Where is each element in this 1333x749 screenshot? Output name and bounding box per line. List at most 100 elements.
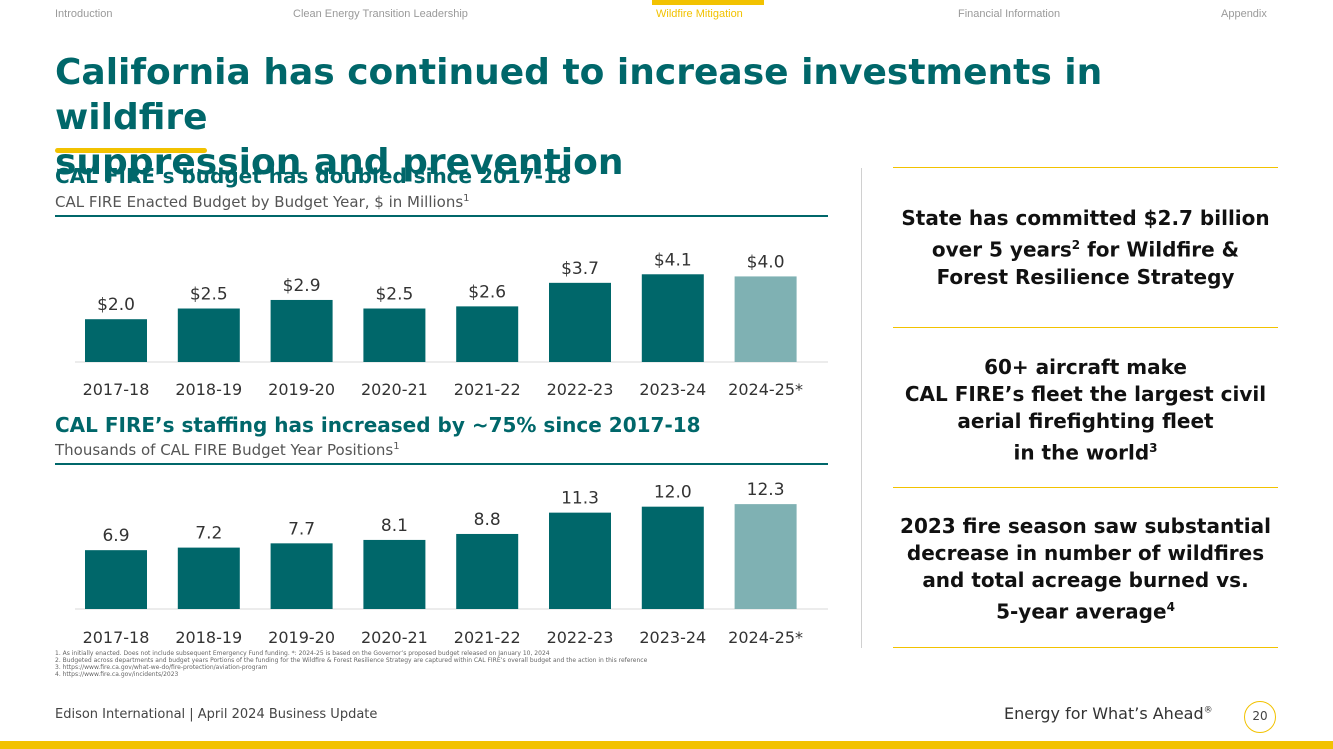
bar-2023-24 xyxy=(641,506,704,609)
callout-2-line-1: 60+ aircraft make xyxy=(984,355,1187,379)
callout-rule-3 xyxy=(893,487,1278,488)
footnote-2: 2. Budgeted across departments and budge… xyxy=(55,657,648,664)
budget-chart-subtitle-text: CAL FIRE Enacted Budget by Budget Year, … xyxy=(55,193,464,211)
data-label-2019-20: $2.9 xyxy=(283,276,321,296)
callout-1-line-2-text: over 5 years xyxy=(931,237,1072,262)
callout-3-line-4-text: 5-year average xyxy=(996,599,1167,624)
bar-2020-21 xyxy=(363,308,426,362)
staffing-chart-subtitle: Thousands of CAL FIRE Budget Year Positi… xyxy=(55,441,400,459)
data-label-2023-24: $4.1 xyxy=(654,250,692,270)
nav-item-clean-energy[interactable]: Clean Energy Transition Leadership xyxy=(293,8,468,20)
footer-company-date: Edison International | April 2024 Busine… xyxy=(55,707,378,722)
registered-mark: ® xyxy=(1203,705,1213,716)
callout-1-note: 2 xyxy=(1071,238,1081,252)
bar-2022-23 xyxy=(549,512,611,609)
page-number: 20 xyxy=(1244,701,1276,733)
budget-chart-subtitle: CAL FIRE Enacted Budget by Budget Year, … xyxy=(55,193,470,211)
data-label-2024-25*: 12.3 xyxy=(747,480,785,500)
bar-2024-25* xyxy=(734,504,797,609)
data-label-2018-19: 7.2 xyxy=(195,524,222,544)
nav-item-financial-information[interactable]: Financial Information xyxy=(958,8,1061,20)
x-tick-label-2019-20: 2019-20 xyxy=(268,380,335,399)
staffing-chart-rule xyxy=(55,463,828,465)
bar-2018-19 xyxy=(177,308,240,362)
data-label-2020-21: 8.1 xyxy=(381,516,408,536)
x-tick-label-2021-22: 2021-22 xyxy=(454,380,521,399)
bar-2021-22 xyxy=(456,533,519,609)
staffing-bar-chart: 6.9 2017-18 7.2 2018-19 7.7 2019-20 8.1 2020-21… xyxy=(75,480,828,647)
x-tick-label-2022-23: 2022-23 xyxy=(547,628,614,647)
nav-item-wildfire-mitigation[interactable]: Wildfire Mitigation xyxy=(656,8,743,20)
x-tick-label-2023-24: 2023-24 xyxy=(639,628,706,647)
x-tick-label-2024-25*: 2024-25* xyxy=(728,380,803,399)
nav-item-appendix[interactable]: Appendix xyxy=(1221,8,1267,20)
callout-1-line-1: State has committed $2.7 billion xyxy=(901,206,1270,230)
bar-2018-19 xyxy=(177,547,240,609)
callout-2-line-3: aerial firefighting fleet xyxy=(957,409,1214,433)
bottom-accent-bar xyxy=(0,741,1333,749)
callout-2-line-4: in the world3 xyxy=(893,435,1278,467)
data-label-2021-22: $2.6 xyxy=(468,282,506,302)
footnotes: 1. As initially enacted. Does not includ… xyxy=(55,650,647,678)
section-nav: Introduction Clean Energy Transition Lea… xyxy=(0,0,1333,28)
footnote-1: 1. As initially enacted. Does not includ… xyxy=(55,650,550,657)
callout-wildfire-strategy: State has committed $2.7 billion over 5 … xyxy=(893,205,1278,291)
staffing-chart-subtitle-text: Thousands of CAL FIRE Budget Year Positi… xyxy=(55,441,394,459)
bar-2017-18 xyxy=(85,319,147,362)
footnote-4: 4. https://www.fire.ca.gov/incidents/202… xyxy=(55,671,179,678)
callout-2-line-4-text: in the world xyxy=(1013,440,1150,465)
staffing-chart-title: CAL FIRE’s staffing has increased by ~75… xyxy=(55,413,701,437)
data-label-2023-24: 12.0 xyxy=(654,483,692,503)
x-tick-label-2023-24: 2023-24 xyxy=(639,380,706,399)
data-label-2024-25*: $4.0 xyxy=(747,252,785,272)
x-tick-label-2024-25*: 2024-25* xyxy=(728,628,803,647)
data-label-2017-18: $2.0 xyxy=(97,295,135,315)
bar-2020-21 xyxy=(363,539,426,609)
data-label-2020-21: $2.5 xyxy=(375,285,413,305)
data-label-2019-20: 7.7 xyxy=(288,519,315,539)
x-tick-label-2017-18: 2017-18 xyxy=(83,380,150,399)
callout-rule-4 xyxy=(893,647,1278,648)
active-nav-indicator xyxy=(652,0,764,5)
callout-3-note: 4 xyxy=(1166,600,1175,614)
slide-title-line-1: California has continued to increase inv… xyxy=(55,52,1103,138)
x-tick-label-2020-21: 2020-21 xyxy=(361,628,428,647)
bar-2023-24 xyxy=(641,274,704,362)
budget-chart-subtitle-note: 1 xyxy=(463,193,470,204)
data-label-2022-23: $3.7 xyxy=(561,259,599,279)
callout-3-line-4: 5-year average4 xyxy=(893,594,1278,626)
callout-fire-season: 2023 fire season saw substantial decreas… xyxy=(893,513,1278,626)
data-label-2022-23: 11.3 xyxy=(561,489,599,509)
x-tick-label-2021-22: 2021-22 xyxy=(454,628,521,647)
nav-item-introduction[interactable]: Introduction xyxy=(55,8,113,20)
x-tick-label-2018-19: 2018-19 xyxy=(175,380,242,399)
bar-2024-25* xyxy=(734,276,797,362)
callout-1-line-3: Forest Resilience Strategy xyxy=(936,264,1235,289)
x-tick-label-2022-23: 2022-23 xyxy=(547,380,614,399)
data-label-2021-22: 8.8 xyxy=(474,510,501,530)
data-label-2018-19: $2.5 xyxy=(190,285,228,305)
footnote-3: 3. https://www.fire.ca.gov/what-we-do/fi… xyxy=(55,664,268,671)
budget-chart-title: CAL FIRE’s budget has doubled since 2017… xyxy=(55,164,571,188)
staffing-chart-subtitle-note: 1 xyxy=(393,441,400,452)
callout-1-line-2: over 5 years2 for Wildfire & xyxy=(893,232,1278,264)
bar-2017-18 xyxy=(85,550,147,609)
callout-3-line-2: decrease in number of wildfires xyxy=(906,541,1265,565)
data-label-2017-18: 6.9 xyxy=(102,526,129,546)
title-underline xyxy=(55,148,207,153)
bar-2022-23 xyxy=(549,282,611,362)
callout-3-line-1: 2023 fire season saw substantial xyxy=(900,514,1271,538)
callout-3-line-3: and total acreage burned vs. xyxy=(922,568,1249,592)
column-divider xyxy=(861,168,862,648)
budget-bar-chart: $2.0 2017-18 $2.5 2018-19 $2.9 2019-20 $2.5 202… xyxy=(75,250,828,399)
callout-aircraft-fleet: 60+ aircraft make CAL FIRE’s fleet the l… xyxy=(893,354,1278,467)
bar-2019-20 xyxy=(270,299,333,362)
callout-2-note: 3 xyxy=(1149,441,1158,455)
footer-tagline: Energy for What’s Ahead® xyxy=(1004,704,1213,723)
bar-2021-22 xyxy=(456,306,519,362)
callout-1-line-2-tail: for Wildfire & xyxy=(1080,237,1240,262)
callout-rule-1 xyxy=(893,167,1278,168)
x-tick-label-2020-21: 2020-21 xyxy=(361,380,428,399)
x-tick-label-2018-19: 2018-19 xyxy=(175,628,242,647)
bar-2019-20 xyxy=(270,543,333,609)
